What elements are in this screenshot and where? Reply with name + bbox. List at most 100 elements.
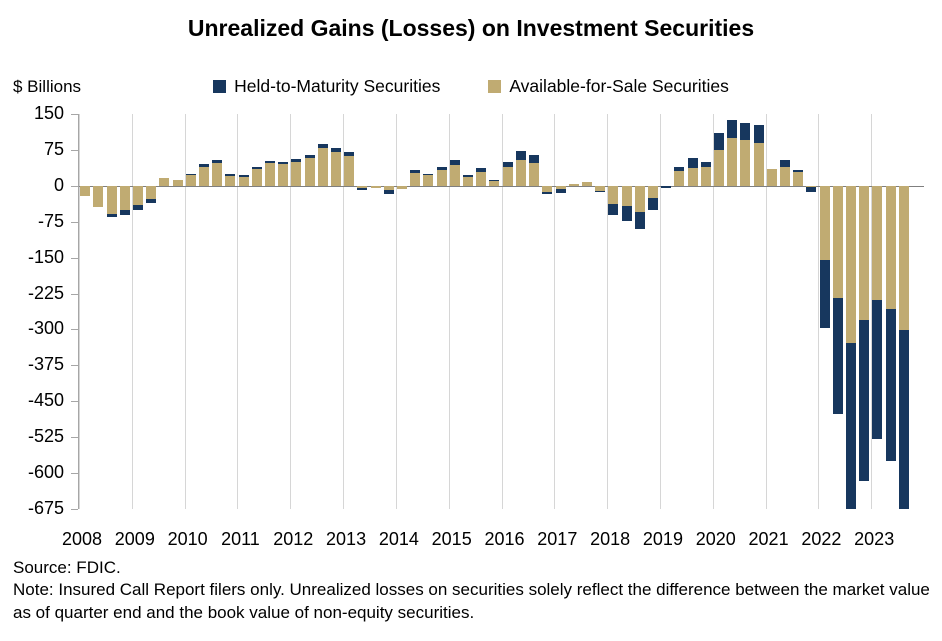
x-axis-year-label: 2017 bbox=[537, 529, 578, 549]
x-axis-year-label: 2016 bbox=[484, 529, 525, 549]
bar-segment-htm-2013Q4 bbox=[383, 190, 394, 194]
year-gridline bbox=[448, 114, 450, 509]
bar-segment-htm-2018Q4 bbox=[647, 198, 658, 210]
x-axis-year-label: 2021 bbox=[748, 529, 789, 549]
bar-segment-afs-2020Q1 bbox=[713, 150, 724, 186]
bar-segment-afs-2012Q1 bbox=[291, 161, 302, 186]
legend-item-held-to-maturity: Held-to-Maturity Securities bbox=[213, 76, 440, 97]
chart-title: Unrealized Gains (Losses) on Investment … bbox=[187, 15, 755, 41]
y-axis-tick-label: 75 bbox=[43, 138, 64, 159]
year-gridline bbox=[712, 114, 714, 509]
y-axis-tick-label: -150 bbox=[27, 246, 64, 267]
bar-segment-htm-2020Q3 bbox=[740, 122, 751, 141]
bar-segment-afs-2012Q2 bbox=[304, 158, 315, 186]
bar-segment-afs-2011Q3 bbox=[265, 163, 276, 186]
y-axis-tick-mark bbox=[71, 257, 78, 259]
bar-segment-afs-2023Q2 bbox=[885, 185, 896, 309]
bar-segment-htm-2023Q3 bbox=[898, 329, 909, 509]
y-axis-tick-label: -375 bbox=[27, 354, 64, 375]
bar-segment-afs-2020Q4 bbox=[753, 143, 764, 186]
bar-segment-htm-2018Q1 bbox=[608, 204, 619, 216]
y-axis-tick-mark bbox=[71, 473, 78, 475]
bar-segment-htm-2008Q3 bbox=[106, 214, 117, 218]
bar-segment-htm-2013Q1 bbox=[344, 152, 355, 157]
bar-segment-htm-2010Q1 bbox=[185, 173, 196, 176]
bar-segment-afs-2012Q4 bbox=[331, 152, 342, 186]
bar-segment-afs-2008Q3 bbox=[106, 185, 117, 215]
y-axis-tick-label: -450 bbox=[27, 390, 64, 411]
y-axis-tick-label: -675 bbox=[27, 498, 64, 518]
y-axis-tick-label: 150 bbox=[33, 103, 64, 123]
bar-segment-htm-2008Q4 bbox=[119, 209, 130, 216]
year-gridline bbox=[871, 114, 873, 509]
bar-segment-htm-2011Q3 bbox=[265, 160, 276, 164]
y-axis-tick-mark bbox=[71, 401, 78, 403]
bar-segment-afs-2018Q1 bbox=[608, 185, 619, 204]
y-axis-tick-mark bbox=[71, 221, 78, 223]
legend-label-held-to-maturity: Held-to-Maturity Securities bbox=[234, 76, 441, 96]
bar-segment-afs-2021Q4 bbox=[806, 185, 817, 187]
bar-segment-htm-2019Q4 bbox=[700, 161, 711, 167]
bar-segment-htm-2020Q2 bbox=[727, 120, 738, 139]
bar-segment-afs-2018Q2 bbox=[621, 185, 632, 207]
bar-segment-afs-2013Q4 bbox=[383, 185, 394, 191]
y-axis-tick-label: -600 bbox=[27, 462, 64, 483]
bar-segment-afs-2022Q1 bbox=[819, 185, 830, 260]
bar-segment-afs-2013Q3 bbox=[370, 185, 381, 189]
bar-segment-afs-2022Q2 bbox=[832, 185, 843, 298]
x-axis-year-label: 2008 bbox=[61, 529, 103, 549]
legend-label-available-for-sale: Available-for-Sale Securities bbox=[509, 76, 729, 96]
bar-segment-afs-2021Q2 bbox=[779, 166, 790, 186]
y-axis-tick-mark bbox=[71, 114, 78, 115]
bar-segment-afs-2018Q3 bbox=[634, 185, 645, 212]
bar-segment-htm-2015Q3 bbox=[476, 168, 487, 173]
bar-segment-htm-2016Q4 bbox=[542, 191, 553, 194]
bar-segment-afs-2015Q4 bbox=[489, 180, 500, 186]
y-axis-tick-label: -525 bbox=[27, 426, 64, 447]
bar-segment-afs-2010Q3 bbox=[212, 163, 223, 186]
bar-segment-afs-2022Q4 bbox=[859, 185, 870, 320]
bar-segment-htm-2012Q1 bbox=[291, 159, 302, 162]
bar-segment-afs-2020Q2 bbox=[727, 138, 738, 186]
note-text: Note: Insured Call Report filers only. U… bbox=[13, 580, 930, 622]
x-axis-year-label: 2010 bbox=[167, 529, 208, 549]
bar-segment-afs-2009Q3 bbox=[159, 178, 170, 186]
bar-segment-afs-2019Q4 bbox=[700, 166, 711, 186]
bar-segment-afs-2017Q1 bbox=[555, 185, 566, 189]
x-axis-year-label: 2013 bbox=[326, 529, 367, 549]
bar-segment-htm-2017Q4 bbox=[595, 190, 606, 193]
x-axis-year-label: 2014 bbox=[378, 529, 419, 549]
x-axis-year-label: 2015 bbox=[431, 529, 472, 549]
year-gridline bbox=[290, 114, 292, 509]
bar-segment-afs-2016Q4 bbox=[542, 185, 553, 192]
available-for-sale-swatch-icon bbox=[488, 80, 502, 93]
bar-segment-afs-2011Q4 bbox=[278, 164, 289, 186]
bar-segment-afs-2015Q3 bbox=[476, 172, 487, 186]
x-axis-year-label: 2020 bbox=[695, 529, 736, 549]
bar-segment-afs-2017Q3 bbox=[581, 181, 592, 186]
bar-segment-htm-2019Q1 bbox=[661, 185, 672, 189]
bar-segment-afs-2009Q2 bbox=[146, 185, 157, 199]
bar-segment-afs-2012Q3 bbox=[317, 147, 328, 186]
bar-segment-htm-2011Q1 bbox=[238, 175, 249, 177]
source-text: Source: FDIC. bbox=[13, 558, 121, 577]
bar-segment-htm-2022Q4 bbox=[859, 319, 870, 481]
bar-segment-afs-2020Q3 bbox=[740, 140, 751, 186]
y-axis-tick-label: -225 bbox=[27, 282, 64, 303]
year-gridline bbox=[818, 114, 820, 509]
bar-segment-htm-2019Q2 bbox=[674, 166, 685, 172]
bar-segment-afs-2016Q1 bbox=[502, 166, 513, 186]
bar-segment-afs-2014Q3 bbox=[423, 175, 434, 186]
bar-segment-afs-2021Q1 bbox=[766, 169, 777, 186]
legend: Held-to-Maturity Securities Available-fo… bbox=[0, 74, 942, 97]
bar-segment-htm-2011Q4 bbox=[278, 161, 289, 165]
bar-segment-afs-2019Q2 bbox=[674, 171, 685, 186]
plot-area bbox=[78, 114, 924, 509]
bar-segment-afs-2015Q2 bbox=[463, 176, 474, 186]
bar-segment-afs-2014Q2 bbox=[410, 172, 421, 186]
bar-segment-afs-2016Q2 bbox=[515, 159, 526, 186]
y-axis-tick-mark bbox=[71, 149, 78, 151]
year-gridline bbox=[343, 114, 345, 509]
bar-segment-htm-2011Q2 bbox=[251, 166, 262, 169]
